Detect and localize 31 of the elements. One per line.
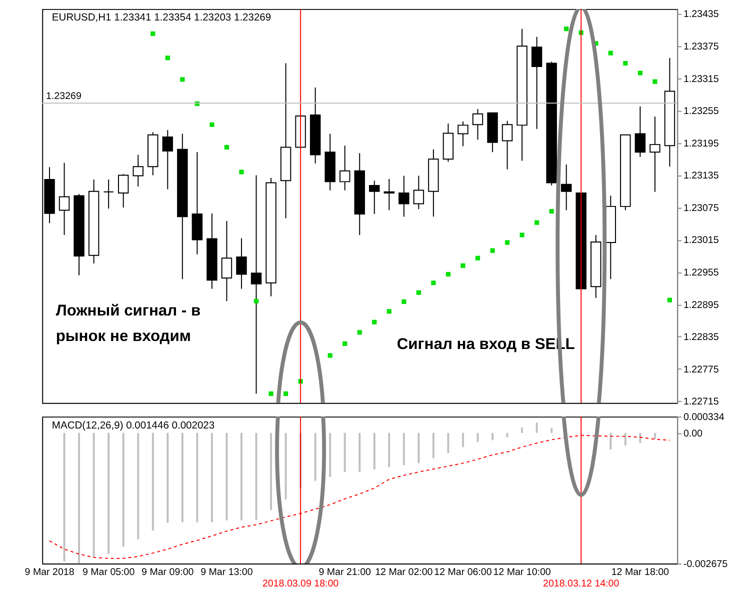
x-tick-label: 12 Mar 18:00 [611, 566, 670, 578]
x-tick-label: 9 Mar 2018 [24, 566, 75, 578]
x-tick-label: 12 Mar 06:00 [434, 566, 492, 578]
y-tick-label: 1.23375 [683, 42, 720, 53]
chart-title: EURUSD,H1 1.23341 1.23354 1.23203 1.23269 [52, 12, 272, 24]
y-tick-label: 1.22955 [683, 268, 720, 279]
y-tick-label: 1.22715 [683, 396, 720, 408]
x-tick-label: 12 Mar 02:00 [375, 566, 434, 578]
y-tick-label: 1.22835 [683, 332, 720, 344]
x-tick-label: 9 Mar 13:00 [200, 566, 254, 578]
chart-title: MACD(12,26,9) 0.001446 0.002023 [52, 420, 215, 432]
y-tick-label: 1.23075 [683, 202, 720, 214]
y-tick-label: 1.23315 [683, 74, 720, 85]
y-tick-label: 1.22775 [683, 364, 720, 376]
y-tick-label: 1.23435 [683, 9, 720, 20]
x-tick-label: 9 Mar 05:00 [82, 566, 136, 578]
x-tick-label: 9 Mar 09:00 [142, 566, 194, 578]
y-tick-label: 0.000334 [683, 412, 725, 424]
annotation: Ложный сигнал - в рынок не входим [56, 302, 201, 346]
y-tick-label: -0.002675 [683, 558, 728, 570]
y-tick-label: 0.00 [683, 428, 704, 440]
x-tick-label: 12 Mar 10:00 [493, 566, 552, 578]
x-tick-label: 9 Mar 21:00 [318, 566, 372, 578]
y-tick-label: 1.22895 [683, 300, 720, 311]
x-tick-label: 2018.03.09 18:00 [262, 578, 340, 590]
x-tick-label: 2018.03.12 14:00 [543, 578, 620, 590]
y-tick-label: 1.23135 [683, 170, 720, 182]
y-tick-label: 1.23195 [683, 138, 720, 150]
ref-line-label: 1.23269 [46, 91, 82, 102]
y-tick-label: 1.23015 [683, 235, 720, 246]
y-tick-label: 1.23255 [683, 106, 720, 118]
